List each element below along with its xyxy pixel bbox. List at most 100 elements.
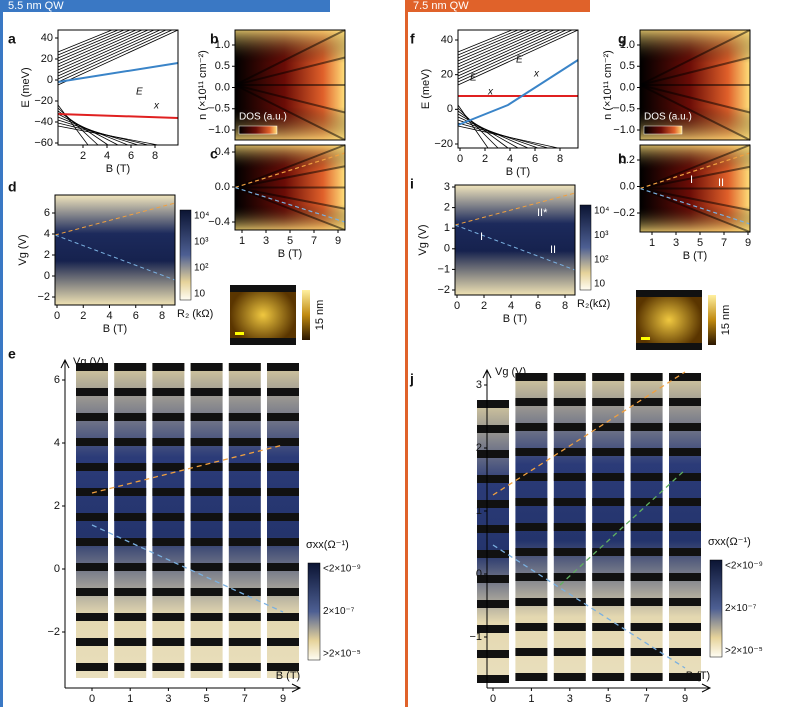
level <box>57 29 113 53</box>
gap-bar <box>190 638 223 646</box>
gap-bar <box>515 523 548 531</box>
gap-bar <box>553 523 586 531</box>
y-tick-label: 0.0 <box>215 81 230 93</box>
gap-bar <box>267 463 299 471</box>
x-tick-label: 4 <box>104 150 110 162</box>
gap-bar <box>228 438 261 446</box>
y-tick-label: 20 <box>441 69 453 81</box>
gap-bar <box>152 663 185 671</box>
gap-bar <box>477 625 509 633</box>
gap-bar <box>152 588 185 596</box>
colorbar-tick-label: 10³ <box>194 237 209 248</box>
x-tick-label: 5 <box>605 693 611 705</box>
gap-bar <box>267 588 299 596</box>
gap-bar <box>477 450 509 458</box>
colorbar-tick-label: 2×10⁻⁷ <box>323 606 355 617</box>
gap-bar <box>114 363 147 371</box>
gap-bar <box>228 363 261 371</box>
band-line <box>57 113 179 119</box>
x-tick-label: 8 <box>159 310 165 322</box>
region-label: II* <box>537 207 548 219</box>
gap-bar <box>190 438 223 446</box>
x-tick-label: 9 <box>682 693 688 705</box>
level <box>57 29 161 77</box>
level <box>57 29 179 86</box>
gap-bar <box>477 550 509 558</box>
gap-bar <box>515 573 548 581</box>
y-axis-label: Vg (V) <box>417 224 429 255</box>
gap-bar <box>592 498 625 506</box>
x-tick-label: 7 <box>311 235 317 247</box>
gap-bar <box>76 538 108 546</box>
x-tick-label: 1 <box>649 237 655 249</box>
y-tick-label: −20 <box>434 138 453 150</box>
gap-bar <box>76 563 108 571</box>
afm-border <box>636 290 702 297</box>
y-tick-label: 2 <box>54 500 60 512</box>
y-tick-label: 2 <box>44 249 50 261</box>
x-tick-label: 7 <box>242 693 248 705</box>
gap-bar <box>152 538 185 546</box>
colorbar-tick-label: <2×10⁻⁹ <box>725 561 763 572</box>
gap-bar <box>592 473 625 481</box>
heatmap <box>455 185 575 295</box>
gap-bar <box>477 425 509 433</box>
inset-label: E <box>470 73 477 84</box>
y-axis-label: Vg (V) <box>73 356 104 368</box>
y-axis-label: n (×10¹¹ cm⁻²) <box>602 50 614 120</box>
y-tick-label: −1 <box>469 631 482 643</box>
gap-bar <box>630 648 663 656</box>
gap-bar <box>592 648 625 656</box>
guide-line <box>492 371 686 496</box>
gap-bar <box>592 548 625 556</box>
level <box>457 29 555 74</box>
gap-bar <box>630 373 663 381</box>
y-tick-label: 0 <box>444 243 450 255</box>
level <box>57 29 149 71</box>
gap-bar <box>515 398 548 406</box>
gap-bar <box>477 475 509 483</box>
band-line <box>457 59 579 126</box>
guide-line <box>54 234 176 281</box>
axis-arrow <box>482 368 492 379</box>
y-tick-label: 3 <box>476 379 482 391</box>
gap-bar <box>515 598 548 606</box>
guide-line <box>454 224 576 271</box>
gap-bar <box>267 438 299 446</box>
colorbar-label: σxx(Ω⁻¹) <box>306 539 349 551</box>
gap-bar <box>190 588 223 596</box>
gap-bar <box>592 373 625 381</box>
afm-colorbar <box>302 290 310 340</box>
gap-bar <box>152 463 185 471</box>
x-axis-label: B (T) <box>106 163 130 175</box>
axis-arrow <box>60 358 70 369</box>
header-bar <box>405 0 590 12</box>
y-tick-label: 1.0 <box>215 39 230 51</box>
gap-bar <box>669 598 701 606</box>
level <box>457 29 561 77</box>
x-tick-label: 6 <box>133 310 139 322</box>
x-tick-label: 6 <box>535 300 541 312</box>
y-tick-label: 2 <box>444 202 450 214</box>
gap-bar <box>515 623 548 631</box>
gap-bar <box>76 513 108 521</box>
plot-frame <box>457 29 579 149</box>
x-tick-label: 9 <box>280 693 286 705</box>
gap-bar <box>114 388 147 396</box>
x-axis-label: B (T) <box>503 313 527 325</box>
fan-line <box>234 29 346 86</box>
gap-bar <box>152 513 185 521</box>
fan-line <box>234 186 346 210</box>
gap-bar <box>152 363 185 371</box>
level <box>57 29 119 56</box>
scale-bar <box>235 332 244 335</box>
gap-bar <box>114 538 147 546</box>
guide-line <box>639 187 751 225</box>
gap-bar <box>114 563 147 571</box>
level <box>57 29 155 74</box>
axis-arrow <box>701 683 712 693</box>
scale-bar <box>641 337 650 340</box>
fan-line <box>234 56 346 86</box>
gap-bar <box>267 563 299 571</box>
gap-bar <box>669 423 701 431</box>
